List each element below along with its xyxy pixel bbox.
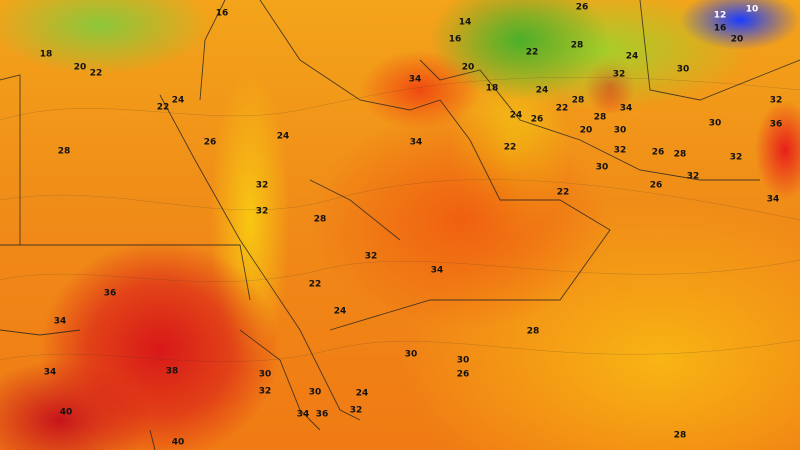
contour-label: 22 [555, 103, 569, 114]
contour-label: 20 [730, 34, 744, 45]
contour-label: 24 [535, 85, 549, 96]
contour-label: 30 [404, 349, 418, 360]
contour-label: 32 [364, 251, 378, 262]
contour-label: 32 [729, 152, 743, 163]
contour-label: 14 [458, 17, 472, 28]
contour-label: 30 [456, 355, 470, 366]
contour-label: 20 [73, 62, 87, 73]
contour-label: 22 [156, 102, 170, 113]
contour-label: 20 [579, 125, 593, 136]
contour-label: 26 [575, 2, 589, 13]
contour-label: 32 [255, 206, 269, 217]
contour-label: 30 [595, 162, 609, 173]
contour-label: 32 [258, 386, 272, 397]
contour-label: 26 [203, 137, 217, 148]
contour-label: 22 [556, 187, 570, 198]
contour-label: 32 [255, 180, 269, 191]
contour-label: 36 [103, 288, 117, 299]
contour-label: 26 [649, 180, 663, 191]
contour-label: 40 [171, 437, 185, 448]
contour-label: 12 [713, 10, 727, 21]
contour-label: 24 [355, 388, 369, 399]
contour-label: 34 [409, 137, 423, 148]
contour-label: 18 [39, 49, 53, 60]
contour-label: 24 [276, 131, 290, 142]
contour-label: 36 [769, 119, 783, 130]
contour-label: 24 [333, 306, 347, 317]
contour-label: 28 [593, 112, 607, 123]
contour-label: 22 [89, 68, 103, 79]
contour-label: 38 [165, 366, 179, 377]
contour-label: 20 [461, 62, 475, 73]
contour-label: 28 [313, 214, 327, 225]
contour-label: 30 [708, 118, 722, 129]
contour-label: 32 [349, 405, 363, 416]
contour-label: 30 [676, 64, 690, 75]
contour-label: 24 [171, 95, 185, 106]
contour-label: 34 [430, 265, 444, 276]
contour-label: 28 [570, 40, 584, 51]
contour-label: 30 [308, 387, 322, 398]
contour-label: 16 [713, 23, 727, 34]
contour-label: 28 [57, 146, 71, 157]
contour-label: 26 [456, 369, 470, 380]
contour-label: 32 [686, 171, 700, 182]
contour-label: 22 [525, 47, 539, 58]
contour-label: 16 [448, 34, 462, 45]
contour-label: 26 [530, 114, 544, 125]
contour-label: 26 [651, 147, 665, 158]
contour-label: 34 [53, 316, 67, 327]
contour-label: 34 [766, 194, 780, 205]
contour-label: 18 [485, 83, 499, 94]
contour-label: 28 [571, 95, 585, 106]
contour-label: 36 [315, 409, 329, 420]
contour-label: 24 [509, 110, 523, 121]
contour-label: 28 [673, 149, 687, 160]
contour-label: 40 [59, 407, 73, 418]
contour-label: 34 [408, 74, 422, 85]
contour-label: 10 [745, 4, 759, 15]
contour-label: 32 [612, 69, 626, 80]
contour-label: 34 [619, 103, 633, 114]
contour-label: 24 [625, 51, 639, 62]
contour-label: 32 [769, 95, 783, 106]
contour-label: 22 [308, 279, 322, 290]
contour-label: 32 [613, 145, 627, 156]
contour-label: 28 [673, 430, 687, 441]
contour-label: 30 [613, 125, 627, 136]
contour-label: 28 [526, 326, 540, 337]
contour-label: 30 [258, 369, 272, 380]
contour-label: 22 [503, 142, 517, 153]
contour-label: 34 [296, 409, 310, 420]
contour-label: 34 [43, 367, 57, 378]
contour-label: 16 [215, 8, 229, 19]
